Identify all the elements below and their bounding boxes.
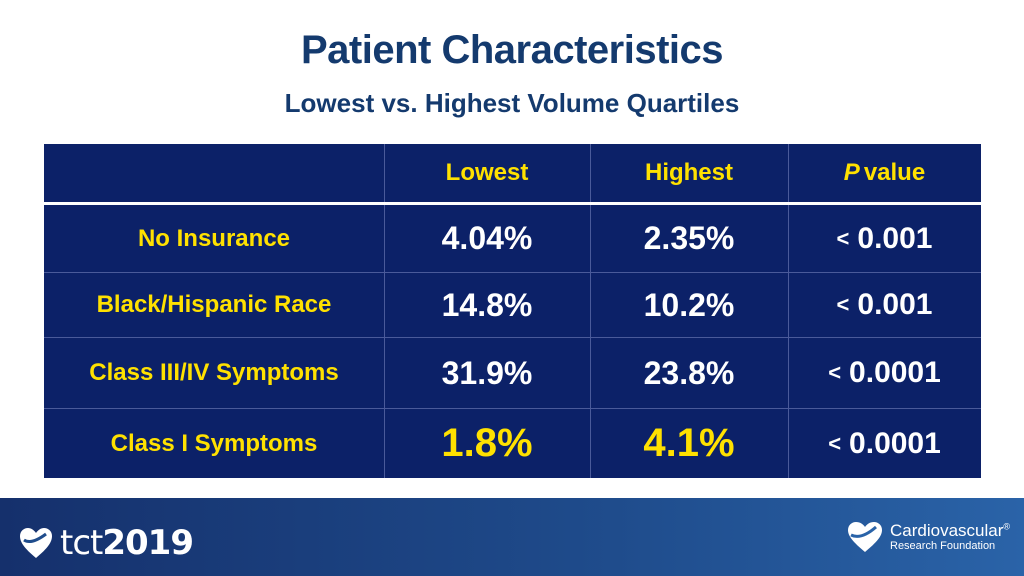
slide-subtitle: Lowest vs. Highest Volume Quartiles: [284, 88, 740, 118]
cell-p-value: < 0.001: [788, 205, 981, 272]
tct-wordmark: tct2019: [60, 523, 194, 563]
footer-bar: tct2019 Cardiovascular® Research Foundat…: [0, 498, 1024, 576]
patient-characteristics-table: Lowest Highest P value No Insurance 4.04…: [44, 144, 981, 478]
less-than-sign: <: [828, 430, 842, 456]
less-than-sign: <: [836, 225, 850, 251]
cell-lowest: 14.8%: [441, 286, 533, 323]
heart-icon: [848, 522, 882, 552]
header-p-rest: value: [863, 159, 926, 186]
heart-icon: [20, 528, 52, 558]
less-than-sign: <: [828, 360, 842, 385]
row-divider: [44, 272, 981, 273]
less-than-sign: <: [836, 292, 850, 317]
cell-highest: 23.8%: [643, 354, 735, 391]
column-divider: [590, 144, 591, 478]
header-lowest: Lowest: [445, 159, 529, 186]
column-divider: [384, 144, 385, 478]
cell-lowest: 4.04%: [441, 220, 533, 256]
cell-highest: 2.35%: [643, 220, 735, 256]
header-highest: Highest: [644, 159, 733, 186]
crf-wordmark: Cardiovascular® Research Foundation: [890, 520, 1011, 553]
row-divider: [44, 337, 981, 338]
row-label: Class I Symptoms: [110, 429, 318, 457]
p-value-number: 0.0001: [849, 356, 941, 389]
row-divider: [44, 408, 981, 409]
row-label: Class III/IV Symptoms: [89, 359, 339, 386]
column-divider: [788, 144, 789, 478]
p-value-number: 0.001: [857, 288, 933, 321]
row-label: Black/Hispanic Race: [96, 291, 332, 318]
cell-p-value: < 0.001: [788, 273, 981, 337]
slide-title: Patient Characteristics: [300, 28, 724, 72]
header-p-value: P value: [788, 144, 981, 202]
crf-logo: Cardiovascular® Research Foundation: [846, 520, 1010, 554]
cell-p-value: < 0.0001: [788, 409, 981, 478]
cell-highest: 10.2%: [643, 286, 735, 323]
header-divider: [44, 202, 981, 205]
cell-p-value: < 0.0001: [788, 338, 981, 408]
header-p-italic: P: [843, 159, 860, 186]
p-value-number: 0.0001: [849, 426, 941, 460]
row-label: No Insurance: [137, 224, 291, 252]
cell-lowest-highlight: 1.8%: [441, 421, 533, 465]
p-value-number: 0.001: [857, 221, 933, 255]
cell-lowest: 31.9%: [441, 354, 533, 391]
cell-highest-highlight: 4.1%: [643, 421, 735, 465]
tct-logo: tct2019: [18, 523, 194, 563]
